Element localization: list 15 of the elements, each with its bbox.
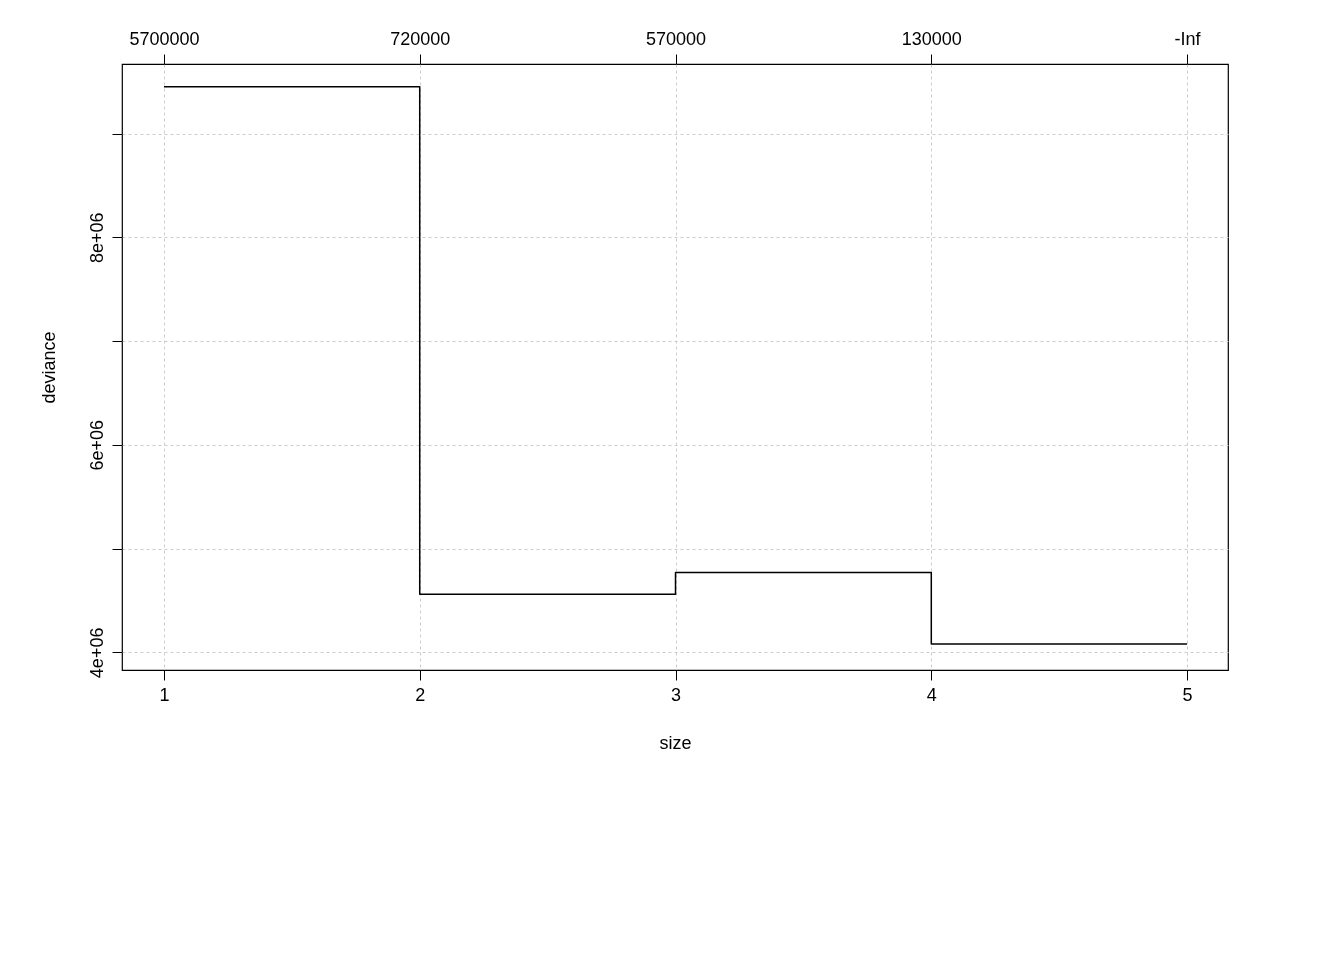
- text: -Inf: [1174, 28, 1202, 49]
- x-tick-label: 5: [1182, 684, 1193, 705]
- text: 570000: [645, 28, 707, 49]
- x-tick-label: 2: [415, 684, 426, 705]
- y-axis-title: deviance: [38, 331, 59, 404]
- x-tick-label: 1: [159, 684, 170, 705]
- x-axis-title: size: [659, 732, 692, 753]
- text: 5700000: [129, 28, 200, 49]
- x-tick-label: 3: [671, 684, 682, 705]
- y-tick-label: 4e+06: [86, 627, 107, 679]
- x-tick-label: 4: [926, 684, 937, 705]
- text: 720000: [390, 28, 451, 49]
- y-tick-label: 6e+06: [86, 420, 107, 471]
- y-tick-label: 8e+06: [86, 212, 107, 264]
- text: 130000: [901, 28, 962, 49]
